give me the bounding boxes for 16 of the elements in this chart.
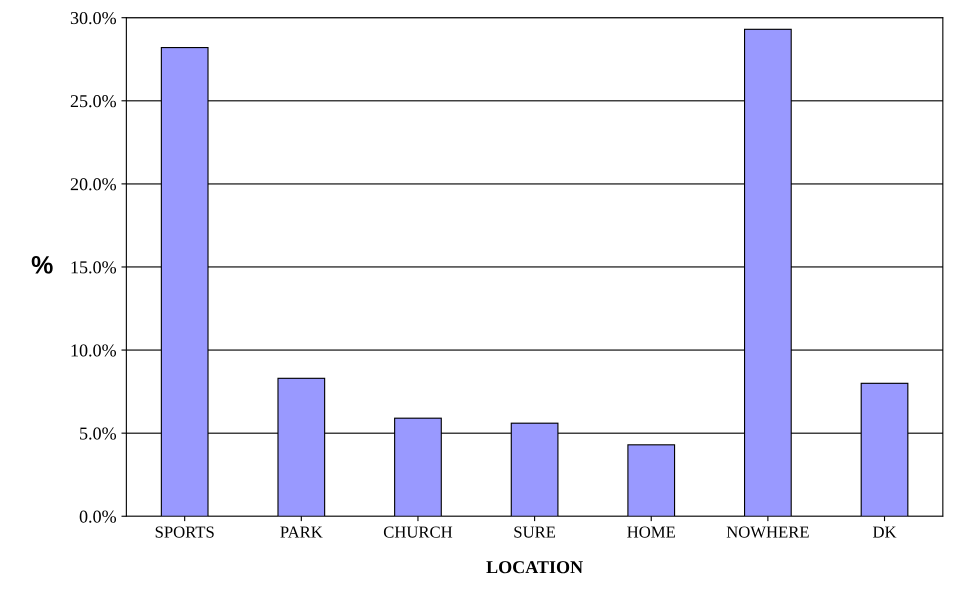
- y-tick-label: 20.0%: [70, 178, 116, 190]
- y-tick-label: 30.0%: [70, 12, 116, 24]
- x-tick-label: SURE: [514, 526, 556, 538]
- y-tick-label: 15.0%: [72, 261, 116, 274]
- x-tick-label: CHURCH: [384, 526, 452, 538]
- y-tick-label: 10.0%: [72, 344, 116, 357]
- y-axis-title: %: [32, 256, 53, 274]
- x-tick-label: PARK: [280, 526, 323, 538]
- x-axis-title: LOCATION: [486, 561, 583, 574]
- y-tick-label: 0.0%: [80, 510, 116, 523]
- y-tick-label: 5.0%: [80, 427, 116, 440]
- y-tick-label: 25.0%: [70, 95, 116, 108]
- x-tick-label: DK: [872, 526, 896, 538]
- x-tick-label: NOWHERE: [726, 526, 809, 538]
- x-tick-label: HOME: [627, 526, 675, 538]
- x-tick-label: SPORTS: [156, 526, 214, 538]
